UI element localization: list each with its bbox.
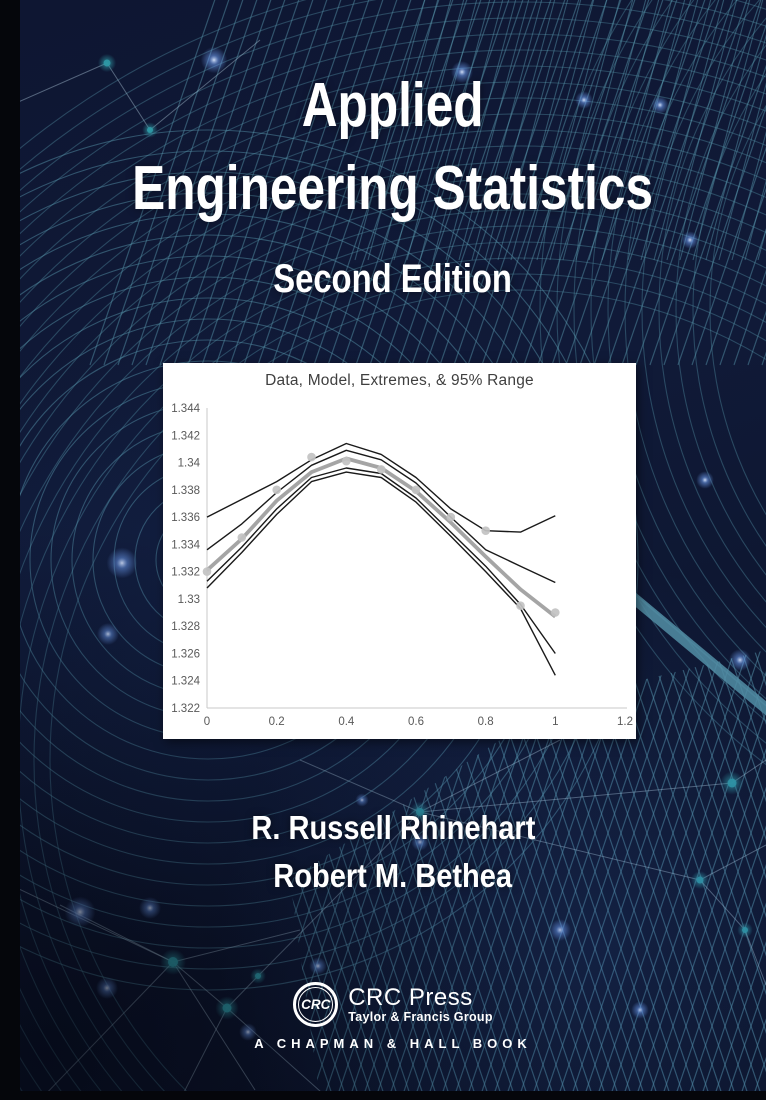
svg-text:1.326: 1.326 (171, 648, 200, 660)
cover-bottom-edge (0, 1091, 766, 1100)
author-2: Robert M. Bethea (273, 857, 513, 894)
svg-text:0.2: 0.2 (269, 716, 285, 728)
svg-text:1.344: 1.344 (171, 403, 200, 415)
svg-text:0.4: 0.4 (338, 716, 355, 728)
svg-text:1.338: 1.338 (171, 485, 200, 497)
publisher-group: Taylor & Francis Group (348, 1009, 493, 1024)
svg-text:1: 1 (552, 716, 558, 728)
book-title-line1: Applied (302, 71, 484, 140)
book-title-line2: Engineering Statistics (132, 154, 654, 223)
statistics-chart: 1.344 1.342 1.34 1.338 1.336 1.334 1.332 1.33 1.… (171, 403, 633, 728)
svg-text:1.332: 1.332 (171, 567, 200, 579)
svg-text:0: 0 (204, 716, 210, 728)
publisher-block: CRC CRC Press Taylor & Francis Group A C… (20, 982, 766, 1051)
svg-text:0.6: 0.6 (408, 716, 424, 728)
chart-panel: 1.344 1.342 1.34 1.338 1.336 1.334 1.332 1.33 1.… (163, 363, 636, 739)
svg-text:1.34: 1.34 (178, 458, 201, 470)
svg-text:1.328: 1.328 (171, 621, 200, 633)
svg-text:1.322: 1.322 (171, 703, 200, 715)
svg-text:1.324: 1.324 (171, 676, 200, 688)
svg-text:1.342: 1.342 (171, 430, 200, 442)
svg-text:1.2: 1.2 (617, 716, 633, 728)
chart-title: Data, Model, Extremes, & 95% Range (265, 372, 534, 389)
publisher-name: CRC Press (348, 984, 473, 1012)
edition-label: Second Edition (273, 257, 513, 301)
crc-logo-icon: CRC (293, 982, 339, 1027)
publisher-imprint: A CHAPMAN & HALL BOOK (254, 1036, 532, 1051)
svg-text:0.8: 0.8 (478, 716, 494, 728)
svg-text:1.336: 1.336 (171, 512, 200, 524)
publisher-row: CRC CRC Press Taylor & Francis Group (293, 982, 493, 1027)
crc-logo-text: CRC (301, 997, 331, 1012)
svg-text:1.334: 1.334 (171, 539, 200, 551)
publisher-names: CRC Press Taylor & Francis Group (348, 985, 493, 1023)
author-1: R. Russell Rhinehart (250, 809, 535, 846)
svg-text:1.33: 1.33 (178, 594, 200, 606)
cover-left-edge (0, 0, 20, 1100)
